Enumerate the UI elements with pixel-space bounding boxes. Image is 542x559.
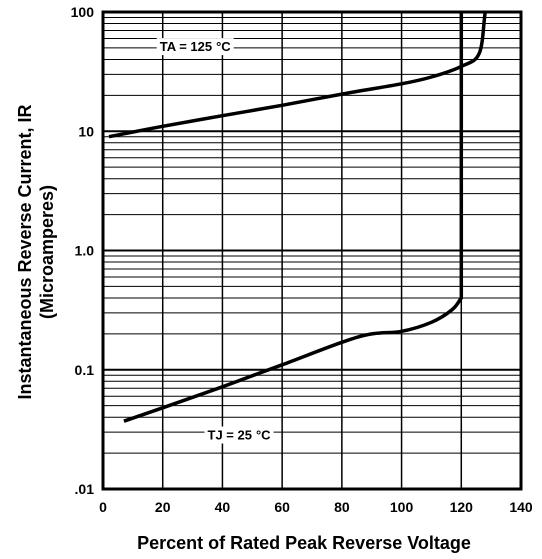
- x-tick-label: 100: [390, 499, 414, 515]
- series-label-bg: [156, 38, 234, 56]
- series-label-bg: [204, 426, 274, 444]
- y-tick-label: 1.0: [75, 243, 95, 259]
- y-axis-title: Instantaneous Reverse Current, IR: [15, 104, 35, 399]
- x-tick-label: 0: [99, 499, 107, 515]
- series-label-unit: °C: [216, 39, 231, 54]
- y-axis-subtitle: (Microamperes): [37, 185, 57, 319]
- x-axis-title: Percent of Rated Peak Reverse Voltage: [137, 533, 471, 553]
- y-tick-label: .01: [75, 481, 95, 497]
- plot-frame: [101, 10, 523, 491]
- x-tick-label: 20: [155, 499, 171, 515]
- x-tick-label: 60: [274, 499, 290, 515]
- x-tick-label: 140: [509, 499, 533, 515]
- y-tick-label: 10: [78, 123, 94, 139]
- x-tick-label: 40: [215, 499, 231, 515]
- tick-labels: 0 20 40 60 80 100 120 140 .01 0.1 1.0 10 100: [71, 4, 533, 515]
- series-line-ta-125c: [108, 11, 487, 139]
- series-label-ta-125c: TA = 125 °C: [156, 38, 234, 56]
- y-tick-label: 100: [71, 4, 95, 20]
- x-tick-label: 80: [334, 499, 350, 515]
- series-label-text: TJ = 25: [208, 428, 252, 443]
- x-tick-label: 120: [450, 499, 474, 515]
- series-label-text: TA = 125: [160, 39, 212, 54]
- series-line-tj-25c: [123, 12, 464, 423]
- curves: [108, 11, 487, 423]
- series-label-unit: °C: [256, 428, 271, 443]
- annotations: TA = 125 °C TJ = 25 °C: [156, 38, 274, 444]
- grid: [102, 11, 522, 490]
- series-label-tj-25c: TJ = 25 °C: [204, 426, 274, 444]
- y-tick-label: 0.1: [75, 362, 95, 378]
